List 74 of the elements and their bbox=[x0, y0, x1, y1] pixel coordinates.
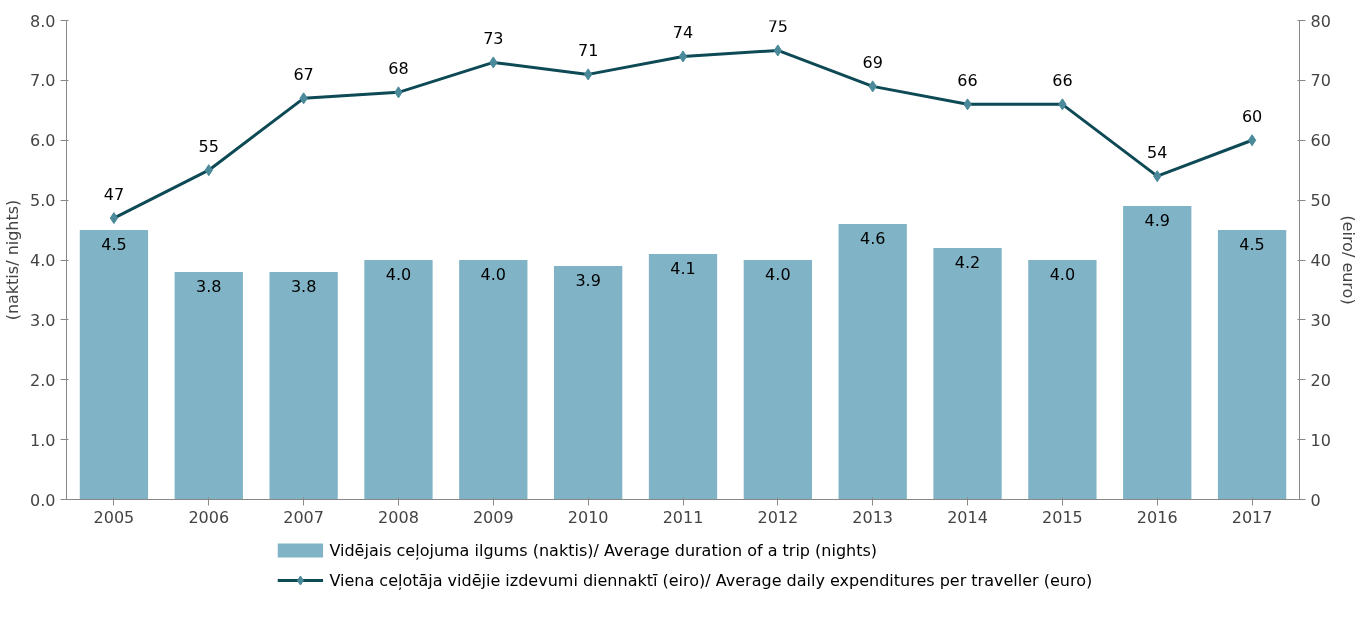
data-label: 4.6 bbox=[859, 229, 886, 249]
data-label: 4.0 bbox=[765, 265, 791, 284]
y2-tick-label: 60 bbox=[1310, 131, 1331, 151]
bar bbox=[648, 254, 718, 500]
data-label: 4.5 bbox=[101, 235, 127, 255]
data-label: 54 bbox=[1147, 143, 1168, 163]
y-axis-title: (naktis/ nights) bbox=[3, 199, 23, 321]
y-tick-label: 0.0 bbox=[30, 490, 56, 510]
data-label: 4.2 bbox=[954, 253, 981, 273]
y2-axis-title: (eiro/ euro) bbox=[1338, 215, 1358, 305]
legend-label: Viena ceļotāja vidējie izdevumi diennaktī (eiro)/ Average daily expenditures per traveller (euro) bbox=[329, 571, 1093, 590]
bar bbox=[933, 248, 1002, 500]
x-tick-label: 2005 bbox=[93, 507, 135, 527]
data-label: 4.5 bbox=[1239, 235, 1265, 255]
data-label: 4.0 bbox=[385, 265, 412, 284]
x-tick-label: 2013 bbox=[852, 507, 894, 527]
y2-tick-label: 50 bbox=[1310, 191, 1331, 211]
y-tick-label: 6.0 bbox=[30, 131, 56, 151]
bar bbox=[79, 230, 149, 500]
y2-tick-label: 0 bbox=[1310, 490, 1321, 510]
bar bbox=[174, 271, 243, 500]
y-tick-label: 8.0 bbox=[30, 11, 56, 31]
data-label: 4.9 bbox=[1144, 211, 1170, 231]
data-label: 3.8 bbox=[196, 276, 222, 296]
bar bbox=[459, 260, 528, 500]
x-tick-label: 2010 bbox=[567, 507, 609, 527]
x-tick-label: 2011 bbox=[662, 507, 704, 527]
y-tick-label: 5.0 bbox=[30, 191, 56, 211]
bar bbox=[1217, 230, 1287, 500]
x-tick-label: 2017 bbox=[1231, 507, 1273, 527]
data-label: 73 bbox=[483, 29, 504, 49]
bar bbox=[1123, 206, 1192, 500]
y-tick-label: 1.0 bbox=[30, 430, 56, 450]
data-label: 55 bbox=[198, 137, 219, 157]
data-label: 68 bbox=[388, 59, 409, 79]
x-tick-label: 2015 bbox=[1042, 507, 1083, 527]
y-tick-label: 7.0 bbox=[30, 71, 56, 91]
data-label: 69 bbox=[862, 53, 883, 73]
y2-tick-label: 30 bbox=[1310, 310, 1331, 330]
x-tick-label: 2016 bbox=[1136, 507, 1178, 527]
data-label: 4.1 bbox=[670, 259, 696, 279]
bar bbox=[364, 260, 433, 500]
x-tick-label: 2014 bbox=[947, 507, 988, 527]
legend-label: Vidējais ceļojuma ilgums (naktis)/ Average duration of a trip (nights) bbox=[329, 541, 878, 560]
y-tick-label: 4.0 bbox=[30, 251, 56, 270]
y2-tick-label: 20 bbox=[1310, 370, 1331, 390]
x-tick-label: 2009 bbox=[472, 507, 514, 527]
data-label: 60 bbox=[1241, 107, 1263, 127]
y-tick-label: 3.0 bbox=[30, 310, 56, 330]
data-label: 67 bbox=[293, 65, 314, 85]
y2-tick-label: 70 bbox=[1310, 71, 1331, 91]
data-label: 4.0 bbox=[480, 265, 507, 284]
data-label: 75 bbox=[767, 17, 789, 37]
x-tick-label: 2007 bbox=[283, 507, 324, 527]
y2-tick-label: 40 bbox=[1310, 251, 1331, 270]
data-label: 47 bbox=[103, 185, 125, 205]
x-tick-label: 2008 bbox=[378, 507, 419, 527]
data-label: 66 bbox=[1052, 71, 1073, 91]
data-label: 3.9 bbox=[575, 270, 601, 290]
bar bbox=[838, 224, 907, 500]
data-label: 66 bbox=[957, 71, 978, 91]
bar bbox=[743, 260, 812, 500]
bar bbox=[269, 271, 338, 500]
y2-tick-label: 10 bbox=[1310, 430, 1331, 450]
data-label: 71 bbox=[577, 41, 599, 61]
data-label: 4.0 bbox=[1049, 265, 1076, 284]
data-label: 3.8 bbox=[290, 276, 317, 296]
bar bbox=[1028, 260, 1097, 500]
bar bbox=[554, 265, 623, 500]
data-label: 74 bbox=[672, 23, 694, 43]
y2-tick-label: 80 bbox=[1310, 11, 1331, 31]
x-tick-label: 2006 bbox=[188, 507, 230, 527]
y-tick-label: 2.0 bbox=[30, 370, 56, 390]
x-tick-label: 2012 bbox=[757, 507, 799, 527]
